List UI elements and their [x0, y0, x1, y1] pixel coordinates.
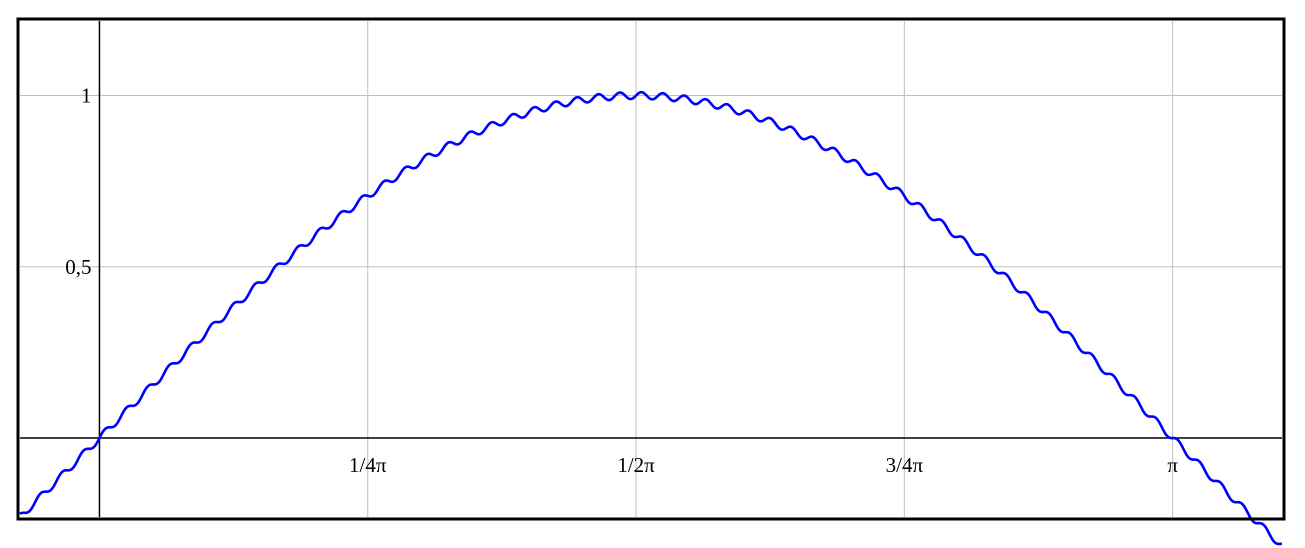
axes	[20, 21, 1282, 517]
series-line	[19, 90, 1283, 546]
plot-frame	[16, 17, 1286, 521]
x-tick-label: 1/4π	[349, 453, 387, 477]
x-tick-label: π	[1167, 453, 1178, 477]
y-tick-label: 1	[81, 84, 92, 108]
x-tick-label: 1/2π	[617, 453, 655, 477]
y-tick-label: 0,5	[65, 255, 91, 279]
x-tick-label: 3/4π	[886, 453, 924, 477]
grid	[20, 21, 1282, 517]
tick-labels: 1/4π 1/2π 3/4π π 0,5 1	[65, 84, 1178, 477]
series-group	[19, 90, 1283, 546]
